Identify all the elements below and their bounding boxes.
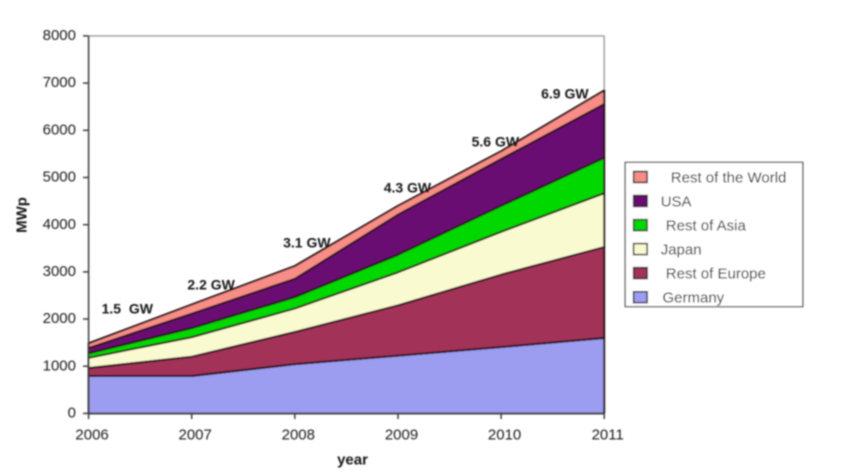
svg-text:Japan: Japan: [661, 241, 702, 258]
svg-text:7000: 7000: [43, 74, 76, 91]
svg-text:2011: 2011: [592, 427, 624, 444]
svg-text:2.2 GW: 2.2 GW: [187, 276, 235, 292]
svg-text:2008: 2008: [282, 427, 315, 444]
svg-text:Rest of the World: Rest of the World: [671, 169, 787, 186]
svg-text:Germany: Germany: [663, 290, 725, 307]
svg-text:Rest of Europe: Rest of Europe: [666, 265, 766, 282]
svg-text:MWp: MWp: [14, 197, 31, 233]
svg-text:1.5 GW: 1.5 GW: [102, 301, 154, 317]
svg-text:USA: USA: [661, 193, 692, 210]
svg-text:2000: 2000: [43, 310, 76, 327]
svg-text:0: 0: [68, 405, 76, 422]
svg-text:2009: 2009: [385, 427, 418, 444]
svg-text:Rest of Asia: Rest of Asia: [666, 217, 747, 234]
svg-text:5.6 GW: 5.6 GW: [472, 134, 520, 150]
svg-text:6.9 GW: 6.9 GW: [541, 86, 589, 102]
svg-text:4000: 4000: [43, 216, 76, 233]
svg-text:1000: 1000: [43, 357, 76, 374]
svg-text:3000: 3000: [43, 263, 76, 280]
svg-text:6000: 6000: [43, 121, 76, 138]
svg-text:5000: 5000: [43, 169, 76, 186]
svg-text:2006: 2006: [75, 427, 108, 444]
svg-text:4.3 GW: 4.3 GW: [384, 180, 432, 196]
svg-text:year: year: [337, 452, 368, 469]
svg-text:2007: 2007: [179, 427, 212, 444]
svg-text:8000: 8000: [43, 27, 76, 44]
svg-text:2010: 2010: [488, 427, 521, 444]
svg-text:3.1 GW: 3.1 GW: [283, 235, 331, 251]
